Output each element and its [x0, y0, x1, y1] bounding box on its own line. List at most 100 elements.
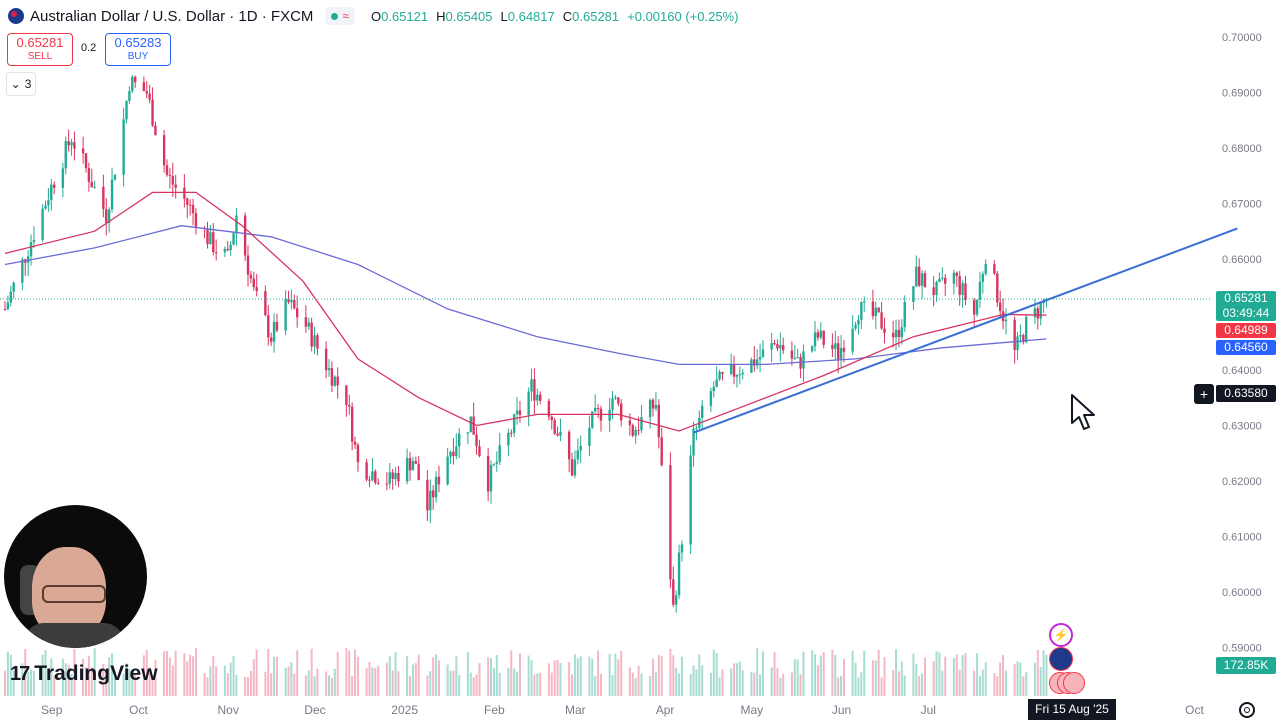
volume-bar	[530, 660, 533, 696]
candle-body	[880, 312, 883, 329]
volume-bar	[466, 651, 469, 696]
open-value: 0.65121	[381, 8, 429, 24]
candle-body	[316, 335, 319, 349]
candle-body	[755, 359, 759, 366]
volume-bar	[495, 654, 498, 696]
candle-body	[246, 255, 250, 275]
volume-bar	[753, 672, 756, 696]
volume-bar	[594, 676, 597, 696]
y-tick-label: 0.59000	[1222, 643, 1262, 655]
candle-body	[107, 209, 111, 223]
sell-button[interactable]: 0.65281 SELL	[7, 33, 73, 66]
candle-body	[527, 391, 530, 416]
volume-bar	[1025, 671, 1028, 696]
candle-body	[802, 351, 805, 369]
volume-bar	[163, 650, 166, 696]
candle-body	[472, 416, 475, 435]
volume-bar	[475, 674, 478, 696]
candle-body	[142, 82, 146, 92]
candle-body	[657, 404, 661, 438]
candle-body	[721, 371, 724, 374]
candle-body	[131, 76, 134, 92]
candle-body	[857, 319, 860, 325]
volume-bar	[244, 677, 247, 696]
candle-body	[915, 266, 918, 287]
volume-bar	[206, 677, 209, 696]
market-status[interactable]: ≈	[325, 7, 355, 25]
usd-event-icon[interactable]	[1049, 672, 1085, 694]
market-open-icon	[331, 12, 339, 20]
indicators-toggle-button[interactable]: ⌄ 3	[6, 72, 36, 96]
volume-bar	[1036, 650, 1039, 696]
volume-bar	[30, 669, 33, 696]
volume-bar	[186, 661, 189, 696]
volume-bar	[151, 675, 154, 696]
candle-body	[692, 428, 695, 456]
volume-bar	[212, 655, 215, 696]
candle-body	[437, 476, 441, 485]
volume-bar	[761, 651, 764, 696]
volume-bar	[232, 655, 235, 696]
candle-body	[996, 273, 999, 303]
candle-body	[1022, 335, 1025, 342]
volume-bar	[223, 665, 226, 696]
volume-bar	[1016, 661, 1019, 696]
candle-body	[61, 168, 65, 188]
tradingview-logo[interactable]: 17 TradingView	[10, 662, 158, 686]
volume-bar	[429, 671, 432, 696]
volume-bar	[330, 677, 333, 696]
last-price-value: 0.65281	[1224, 291, 1268, 305]
volume-bar	[984, 662, 987, 696]
volume-bar	[973, 670, 976, 696]
volume-bar	[252, 659, 255, 696]
symbol-title[interactable]: Australian Dollar / U.S. Dollar · 1D · F…	[30, 7, 314, 25]
candle-body	[761, 349, 765, 358]
candle-body	[32, 239, 36, 243]
candle-body	[125, 100, 128, 120]
volume-bar	[689, 673, 692, 696]
volume-bar	[435, 654, 438, 696]
candle-body	[492, 463, 496, 465]
candle-body	[391, 472, 394, 480]
candle-body	[417, 463, 420, 481]
candle-body	[434, 476, 438, 498]
volume-bar	[93, 648, 96, 696]
volume-bar	[44, 650, 47, 696]
candle-body	[353, 441, 357, 445]
volume-bar	[571, 674, 574, 696]
aud-event-icon[interactable]	[1049, 647, 1073, 671]
volume-bar	[492, 668, 495, 696]
volume-bar	[452, 670, 455, 696]
candle-body	[368, 479, 371, 481]
candle-body	[530, 379, 533, 392]
candle-body	[255, 287, 258, 292]
add-alert-icon[interactable]: +	[1194, 384, 1214, 404]
candle-body	[394, 472, 397, 480]
candle-body	[917, 266, 921, 286]
candle-body	[952, 272, 956, 284]
buy-button[interactable]: 0.65283 BUY	[105, 33, 171, 66]
presenter-face	[32, 547, 106, 637]
volume-bar	[275, 656, 278, 696]
candle-body	[894, 329, 898, 338]
candle-body	[874, 307, 877, 317]
buy-price: 0.65283	[114, 34, 162, 50]
candle-body	[304, 317, 308, 327]
candle-body	[518, 410, 522, 416]
volume-bar	[41, 654, 44, 696]
candle-body	[669, 465, 672, 580]
volume-bar	[527, 655, 530, 696]
lightning-event-icon[interactable]: ⚡	[1049, 623, 1073, 647]
candle-body	[6, 302, 10, 310]
volume-bar	[189, 654, 192, 696]
x-tick-label: 2025	[391, 703, 418, 717]
candle-body	[851, 328, 854, 352]
volume-bar	[417, 654, 420, 696]
candle-body	[776, 344, 779, 349]
volume-bar	[356, 656, 359, 696]
x-tick-label: Apr	[656, 703, 675, 717]
volume-bar	[113, 677, 116, 696]
gear-icon[interactable]	[1239, 702, 1255, 718]
volume-bar	[47, 670, 50, 696]
